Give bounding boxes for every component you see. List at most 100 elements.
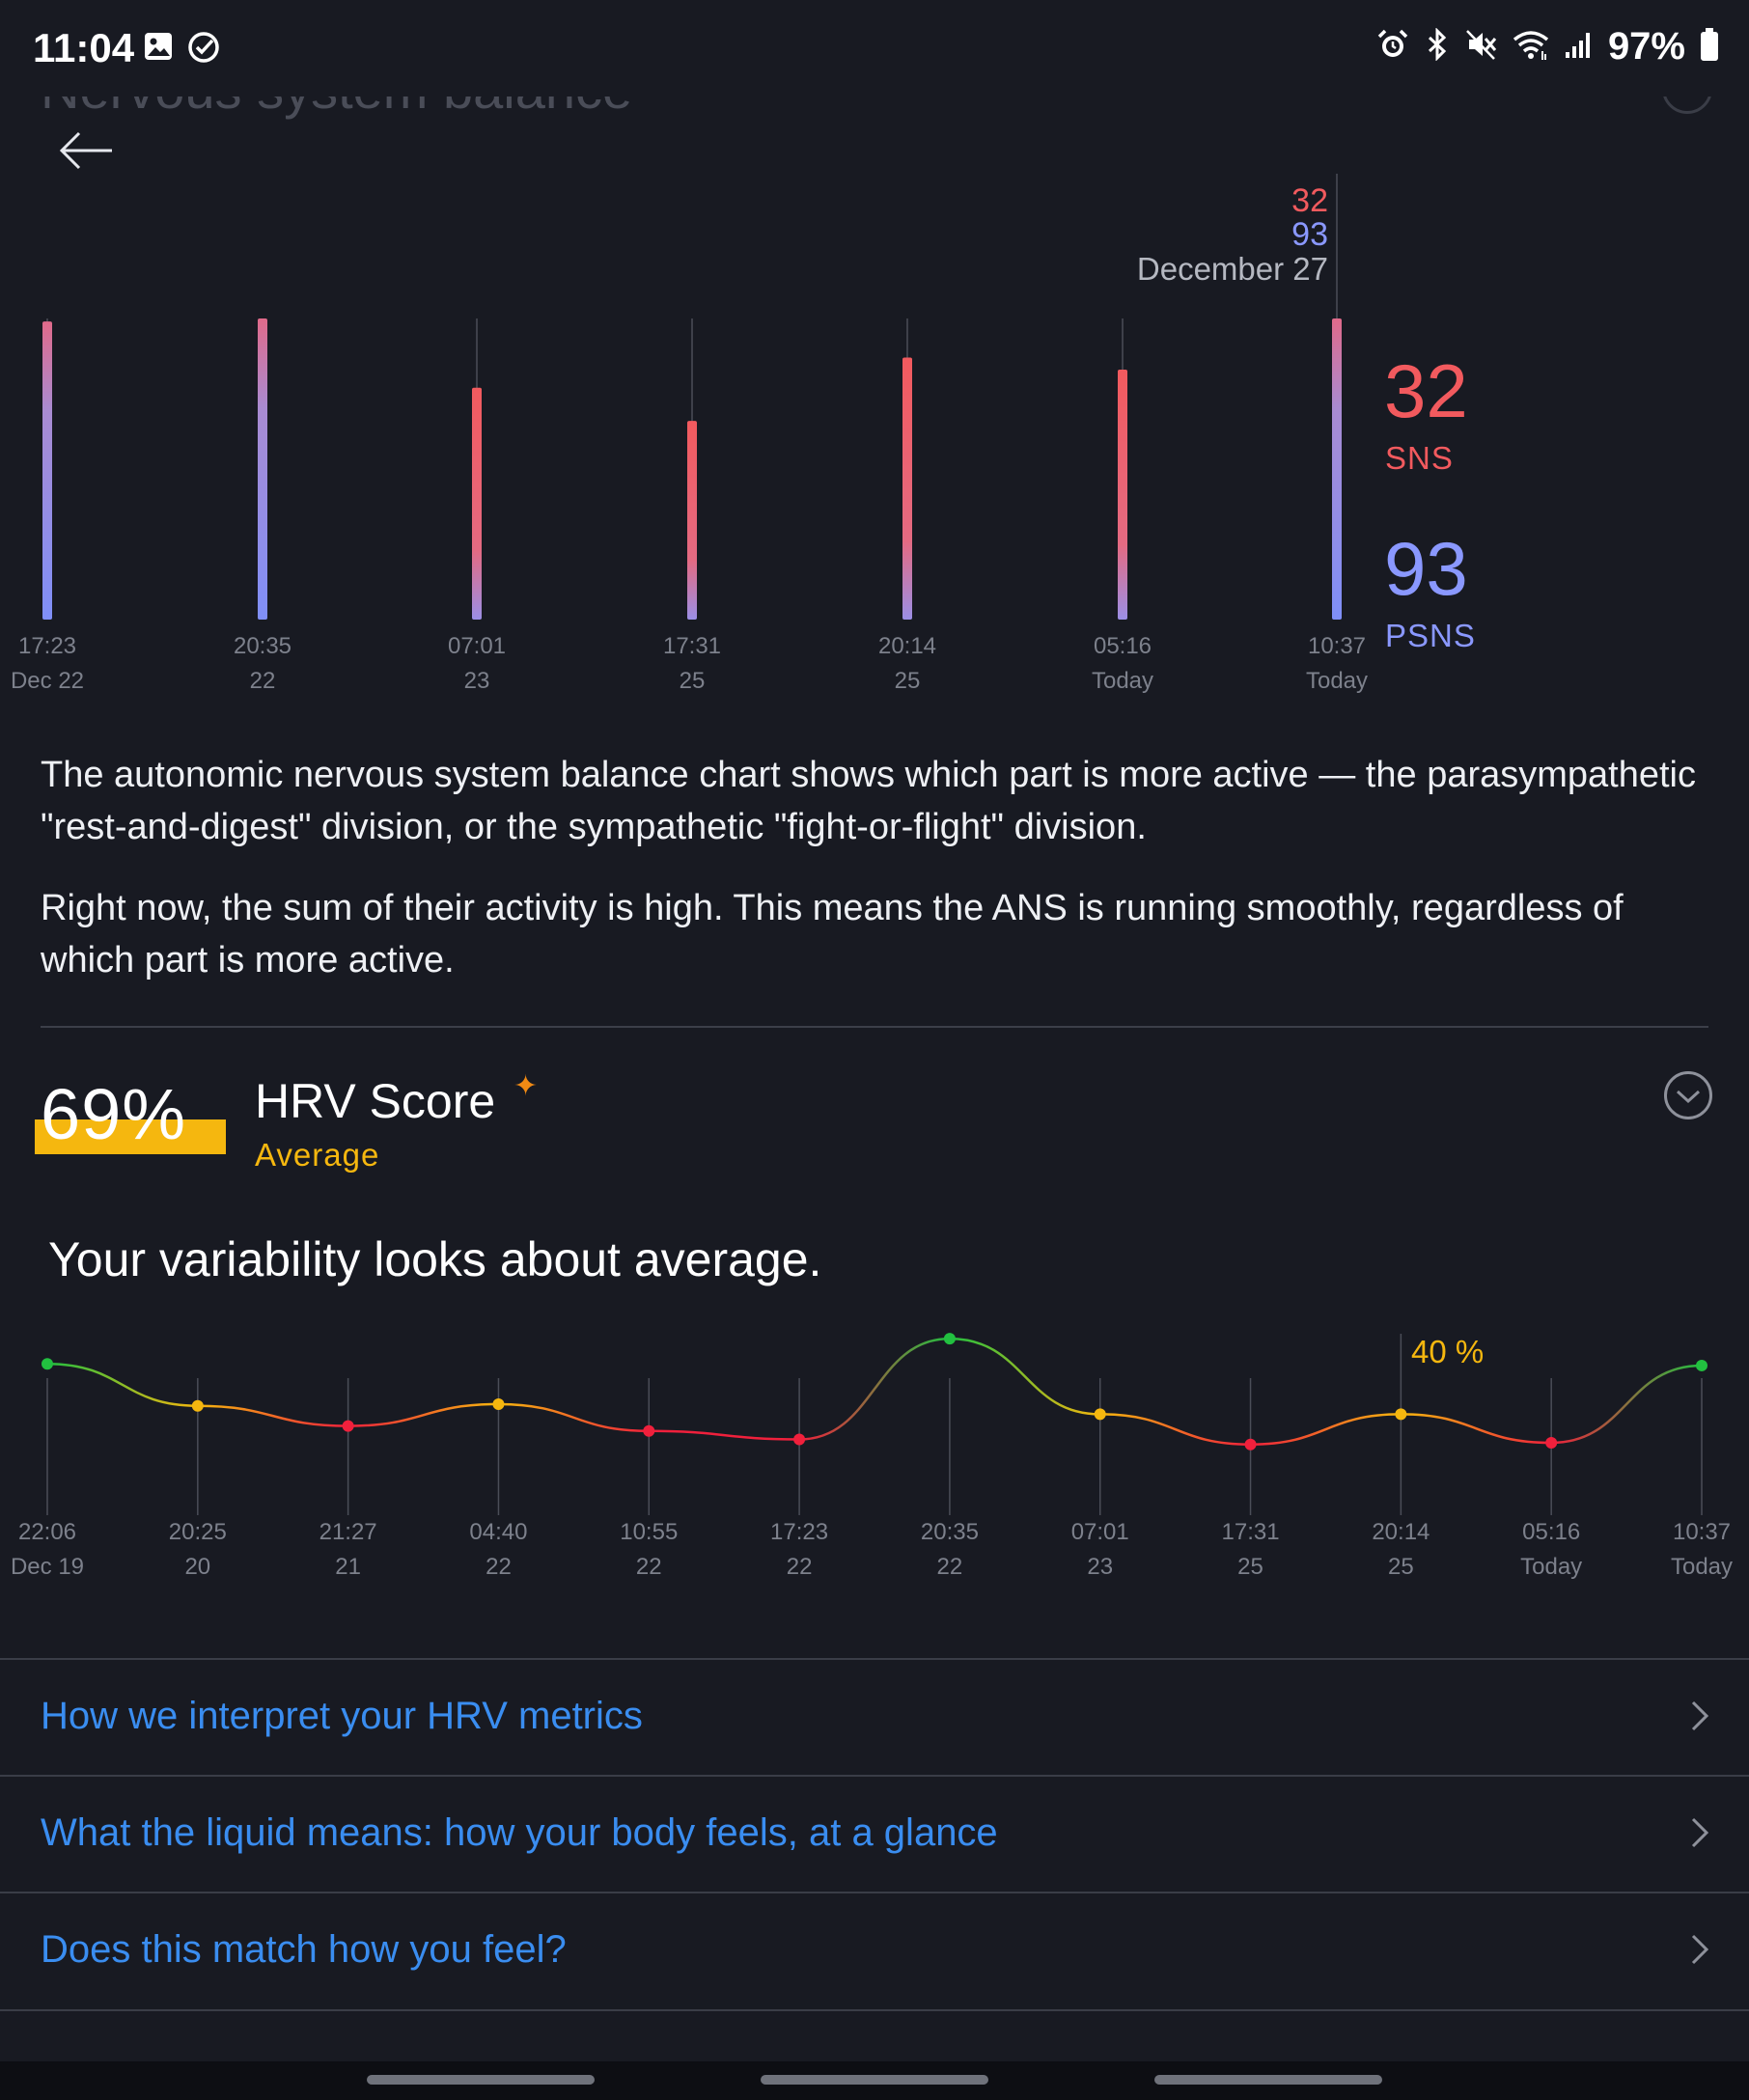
hrv-point — [1244, 1438, 1257, 1451]
hrv-tick-date: 23 — [1087, 1554, 1114, 1580]
hrv-tick-date: Today — [1670, 1554, 1734, 1580]
hrv-point — [1696, 1359, 1707, 1371]
arrow-left-icon — [59, 131, 112, 170]
gallery-icon — [143, 31, 174, 69]
hrv-point — [342, 1420, 354, 1432]
balance-tick-1: 20:35 22 — [205, 629, 320, 699]
hrv-tick-time: 05:16 — [1522, 1519, 1581, 1545]
balance-bar — [687, 421, 697, 620]
link-label: Does this match how you feel? — [41, 1928, 567, 1971]
balance-chart[interactable] — [0, 174, 1371, 656]
balance-tick-5: 05:16 Today — [1065, 629, 1180, 699]
balance-bar — [258, 318, 267, 620]
link-row-liquid-meaning[interactable]: What the liquid means: how your body fee… — [0, 1775, 1749, 1893]
hrv-line-segment — [1099, 1413, 1251, 1446]
sns-value: 32 — [1384, 348, 1468, 433]
hrv-tick-date: 20 — [184, 1554, 211, 1580]
balance-tick-date: Dec 22 — [10, 668, 85, 694]
link-row-match-feel[interactable]: Does this match how you feel? — [0, 1892, 1749, 2011]
status-right-icons: 97% — [1376, 25, 1720, 69]
hrv-tick-1: 20:25 20 — [140, 1515, 256, 1585]
balance-bar — [902, 357, 912, 620]
hrv-tick-3: 04:40 22 — [440, 1515, 556, 1585]
hrv-point — [1395, 1408, 1407, 1421]
alarm-icon — [1376, 28, 1409, 66]
balance-bar — [42, 321, 52, 620]
balance-bar — [1118, 370, 1127, 620]
nav-recents-handle[interactable] — [367, 2075, 595, 2085]
selected-date: December 27 — [1136, 251, 1328, 287]
hrv-line-segment — [1250, 1413, 1402, 1446]
hrv-tick-time: 10:55 — [620, 1519, 679, 1545]
hrv-tick-time: 17:23 — [770, 1519, 829, 1545]
hrv-tick-date: 21 — [335, 1554, 361, 1580]
balance-bar — [1332, 318, 1342, 620]
battery-percent: 97% — [1607, 25, 1685, 68]
hrv-tick-time: 17:31 — [1221, 1519, 1280, 1545]
balance-tick-4: 20:14 25 — [849, 629, 965, 699]
check-circle-icon — [187, 31, 220, 69]
hrv-point — [643, 1424, 655, 1437]
expand-button[interactable] — [1664, 1071, 1712, 1119]
hrv-tick-time: 22:06 — [17, 1519, 77, 1545]
hrv-score-value: 69% — [41, 1074, 187, 1154]
hrv-tick-time: 10:37 — [1672, 1519, 1732, 1545]
balance-tick-2: 07:01 23 — [419, 629, 535, 699]
hrv-tick-date: 22 — [635, 1554, 662, 1580]
hrv-tick-5: 17:23 22 — [741, 1515, 857, 1585]
hrv-tick-6: 20:35 22 — [892, 1515, 1008, 1585]
hrv-tick-8: 17:31 25 — [1193, 1515, 1309, 1585]
status-bar — [0, 0, 1749, 97]
hrv-tick-date: 22 — [486, 1554, 512, 1580]
nav-home-handle[interactable] — [761, 2075, 988, 2085]
hrv-point — [1545, 1436, 1558, 1449]
hrv-score-status: Average — [255, 1137, 380, 1173]
back-button[interactable] — [58, 122, 131, 180]
hrv-tick-10: 05:16 Today — [1493, 1515, 1609, 1585]
balance-tick-date: 22 — [249, 668, 276, 694]
balance-tick-3: 17:31 25 — [634, 629, 750, 699]
hrv-tick-date: 22 — [786, 1554, 813, 1580]
divider — [41, 1026, 1708, 1028]
hrv-tick-0: 22:06 Dec 19 — [0, 1515, 105, 1585]
hrv-tick-date: Today — [1520, 1554, 1583, 1580]
balance-tick-time: 20:14 — [877, 633, 937, 659]
hrv-tick-time: 20:14 — [1372, 1519, 1430, 1545]
hrv-tick-time: 20:25 — [168, 1519, 227, 1545]
hrv-selected-label: 40 % — [1411, 1334, 1485, 1369]
battery-icon — [1699, 27, 1720, 67]
hrv-headline: Your variability looks about average. — [48, 1232, 822, 1286]
link-row-interpret-hrv[interactable]: How we interpret your HRV metrics — [0, 1658, 1749, 1776]
balance-tick-time: 20:35 — [233, 633, 292, 659]
balance-tick-date: Today — [1091, 668, 1154, 694]
hrv-point — [793, 1433, 806, 1446]
hrv-line-segment — [46, 1362, 198, 1407]
hrv-tick-date: 22 — [936, 1554, 963, 1580]
hrv-tick-4: 10:55 22 — [591, 1515, 707, 1585]
hrv-point — [943, 1333, 956, 1345]
hrv-point — [191, 1399, 204, 1412]
sns-label: SNS — [1385, 440, 1454, 476]
hrv-tick-7: 07:01 23 — [1042, 1515, 1158, 1585]
hrv-tick-2: 21:27 21 — [291, 1515, 406, 1585]
hrv-score-title: HRV Score — [255, 1074, 496, 1128]
chevron-right-icon — [1689, 1930, 1710, 1974]
balance-tick-0: 17:23 Dec 22 — [0, 629, 105, 699]
status-time: 11:04 — [33, 25, 135, 70]
hrv-tick-time: 21:27 — [319, 1519, 377, 1545]
description-paragraph-1: The autonomic nervous system balance cha… — [41, 755, 1696, 847]
balance-tick-time: 17:23 — [17, 633, 77, 659]
balance-tick-time: 07:01 — [447, 633, 507, 659]
selected-psns-value: 93 — [1291, 216, 1328, 253]
hrv-chart[interactable] — [0, 1322, 1749, 1612]
chevron-right-icon — [1689, 1697, 1710, 1740]
hrv-line-segment — [799, 1337, 950, 1441]
hrv-line-segment — [1401, 1413, 1552, 1445]
status-left-icons — [143, 31, 220, 69]
hrv-tick-time: 20:35 — [920, 1519, 979, 1545]
nav-back-handle[interactable] — [1154, 2075, 1382, 2085]
balance-tick-date: 25 — [679, 668, 706, 694]
hrv-tick-time: 04:40 — [469, 1519, 528, 1545]
psns-value: 93 — [1384, 526, 1468, 611]
hrv-line-segment — [949, 1337, 1100, 1416]
